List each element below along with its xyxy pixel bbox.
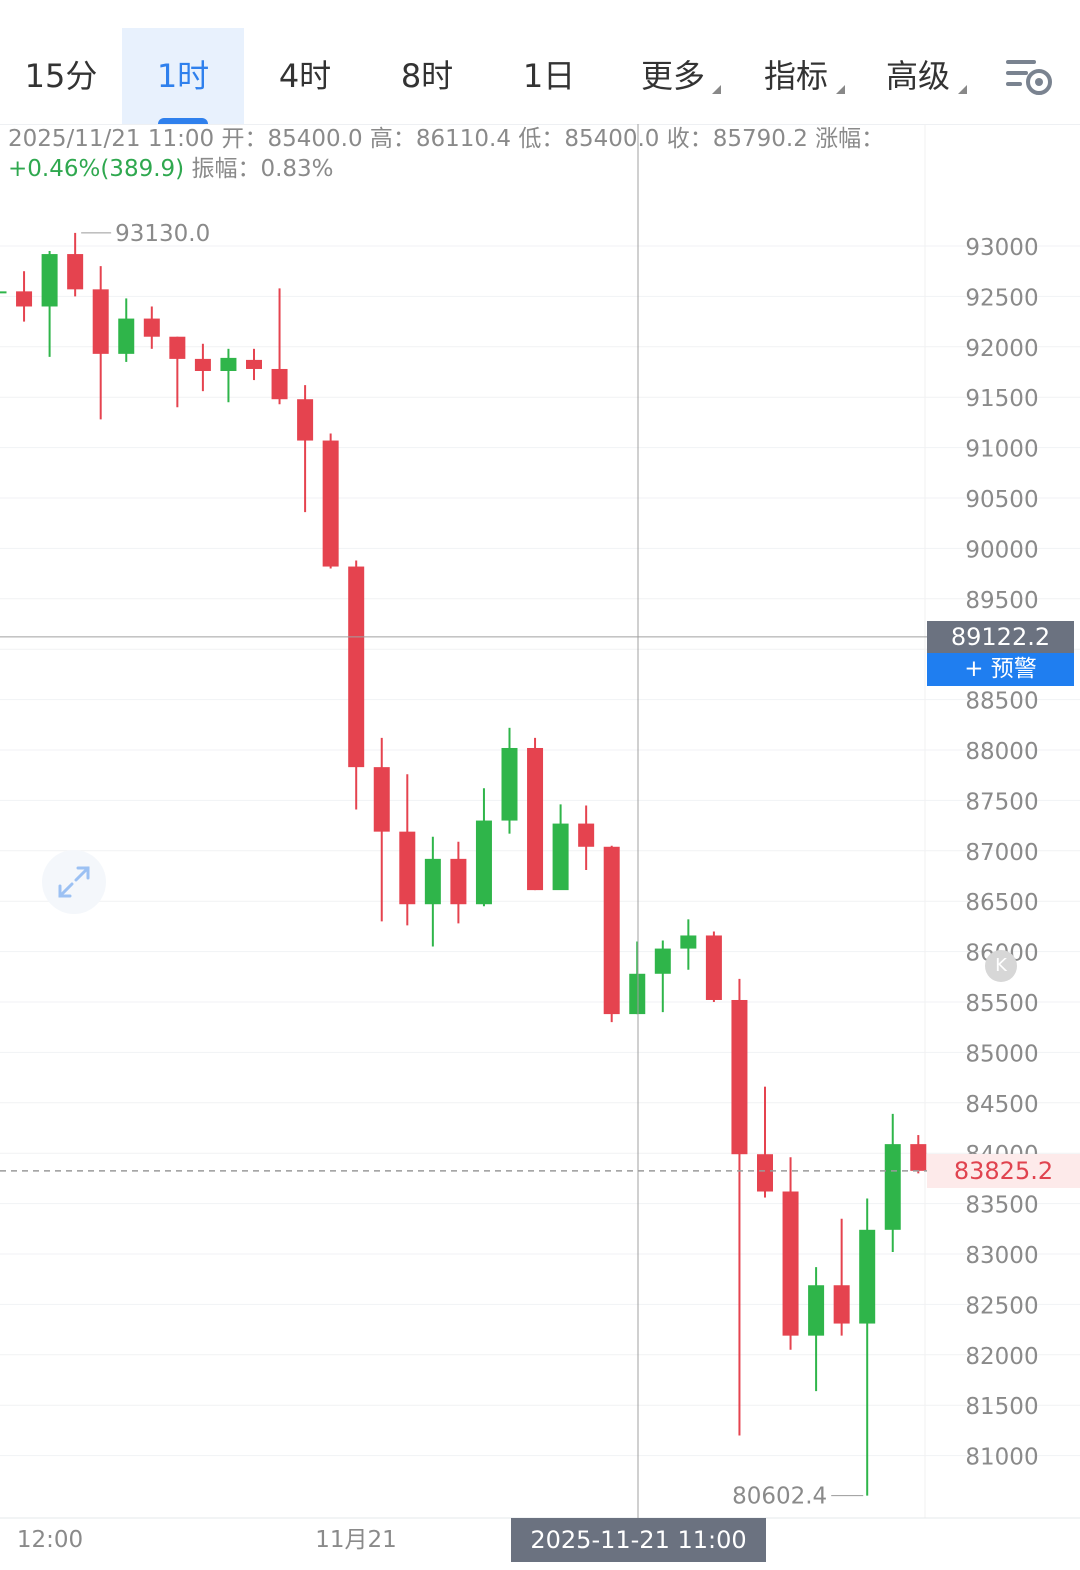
price-tick-label: 87000 [965,840,1038,866]
candle-body [808,1285,825,1336]
candle-body [246,359,262,369]
max-price-label: 93130.0 [115,221,210,247]
price-tick-label: 90000 [965,537,1038,563]
tab-1day[interactable]: 1日 [522,57,576,95]
price-tick-label: 82500 [965,1293,1038,1319]
candle-body [757,1154,773,1192]
candle-body [475,820,492,905]
price-tick-label: 84500 [965,1092,1038,1118]
candle-body [859,1229,876,1324]
candle-body [578,823,595,847]
price-tick-label: 81000 [965,1445,1038,1471]
candle-body [603,846,620,1015]
min-price-label: 80602.4 [732,1484,827,1510]
candle-body [143,318,160,337]
price-tick-label: 83000 [965,1243,1038,1269]
candle-body [424,858,441,905]
last-price-label: 83825.2 [927,1154,1080,1188]
candle-body [680,935,697,949]
tab-15min[interactable]: 15分 [24,57,98,95]
candle-body [297,399,314,441]
candle-body [654,948,671,974]
price-tick-label: 85000 [965,1041,1038,1067]
tab-indicators-dropdown[interactable]: 指标 [763,57,828,95]
crosshair-price-label: 89122.2 [927,621,1074,653]
candle-body [705,935,722,1000]
candle-body [67,254,84,290]
time-tick-label: 11月21 [315,1527,397,1553]
tab-1hour[interactable]: 1时 [122,28,244,124]
candle-body [833,1285,850,1324]
dropdown-triangle-icon [836,85,845,94]
price-tick-label: 81500 [965,1394,1038,1420]
candle-body [884,1144,901,1230]
price-tick-label: 82000 [965,1344,1038,1370]
candle-body [194,358,211,371]
candle-body [271,368,288,400]
price-tick-label: 91000 [965,437,1038,463]
candle-body [527,747,544,891]
change-percent: +0.46%(389.9) [8,156,185,182]
candle-body [910,1144,927,1171]
price-tick-label: 89500 [965,588,1038,614]
dropdown-triangle-icon [958,85,967,94]
candle-body [169,336,186,359]
candle-body [373,767,390,832]
price-tick-label: 93000 [965,235,1038,261]
price-tick-label: 90500 [965,487,1038,513]
candle-body [41,254,58,307]
candle-body [220,357,237,371]
candle-body [16,291,33,307]
candle-body [92,289,109,354]
price-tick-label: 88000 [965,739,1038,765]
amplitude-text: 振幅：0.83% [184,156,334,182]
candle-body [348,566,365,768]
price-tick-label: 92000 [965,336,1038,362]
candle-body [501,747,518,821]
expand-arrows-icon [58,866,90,898]
candle-body [731,999,748,1155]
ohlc-info-line: 2025/11/21 11:00 开：85400.0 高：86110.4 低：8… [8,126,885,152]
time-tick-label: 12:00 [17,1527,83,1553]
price-tick-label: 87500 [965,789,1038,815]
tab-advanced-dropdown[interactable]: 高级 [885,57,950,95]
ohlc-info: 2025/11/21 11:00 开：85400.0 高：86110.4 低：8… [8,124,885,184]
tab-more-dropdown[interactable]: 更多 [640,57,705,95]
add-alert-button[interactable]: + 预警 [927,653,1074,686]
timeframe-tab-bar: 15分 1时 4时 8时 1日 更多 指标 高级 [0,28,1080,125]
dropdown-triangle-icon [712,85,721,94]
candle-body [322,440,339,567]
candle-body [450,858,467,905]
candle-body [399,831,416,905]
price-tick-label: 85500 [965,991,1038,1017]
price-tick-label: 86500 [965,890,1038,916]
k-line-badge-icon[interactable]: K [985,950,1017,982]
candle-body [782,1191,799,1336]
crosshair-time-label: 2025-11-21 11:00 [511,1518,766,1562]
expand-button[interactable] [42,850,106,914]
tab-4hour[interactable]: 4时 [278,57,332,95]
candle-body [118,318,135,354]
price-tick-label: 91500 [965,386,1038,412]
candle-body [552,823,569,891]
candle-body [629,973,646,1015]
price-tick-label: 88500 [965,689,1038,715]
candle-body [0,291,7,294]
price-tick-label: 92500 [965,285,1038,311]
chart-settings-icon[interactable] [1003,56,1055,100]
price-tick-label: 83500 [965,1193,1038,1219]
tab-8hour[interactable]: 8时 [400,57,454,95]
